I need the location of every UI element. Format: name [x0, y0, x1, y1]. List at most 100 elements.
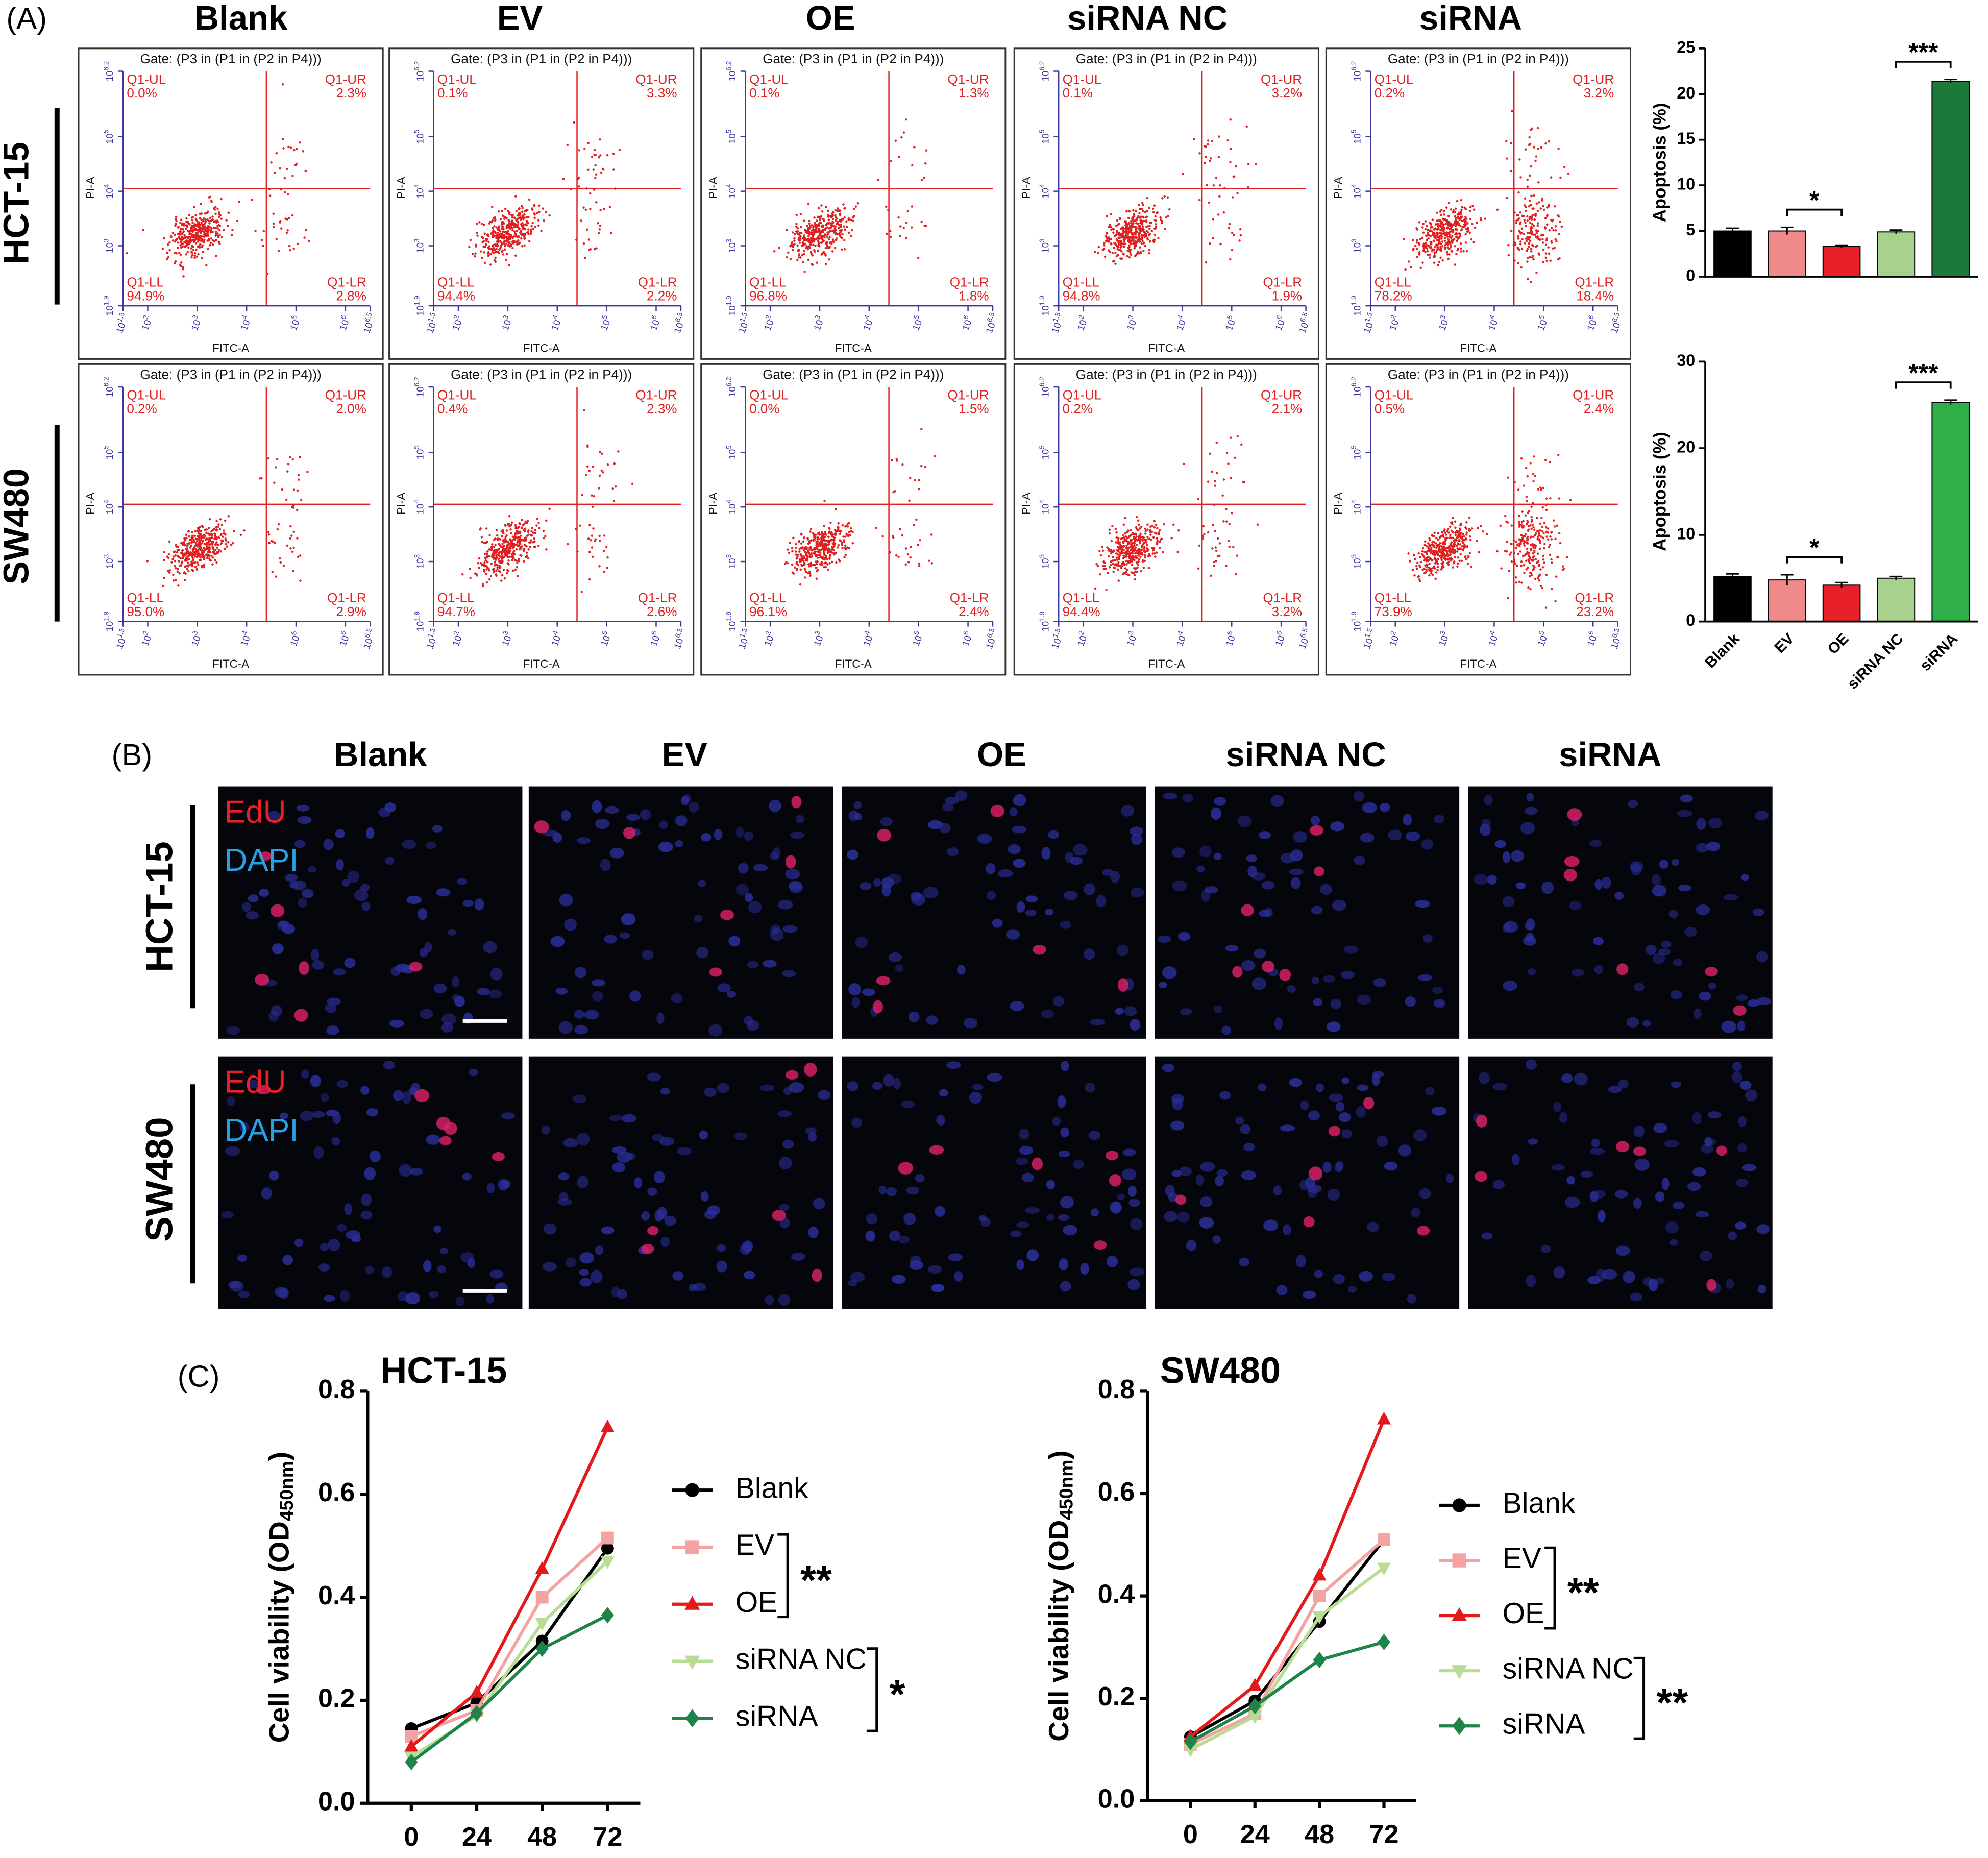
flow-dot	[216, 546, 218, 549]
flow-dot	[1105, 239, 1107, 242]
flow-dot	[585, 228, 588, 231]
flow-dot	[1464, 545, 1467, 548]
flow-tick-label: 101.9	[102, 296, 115, 316]
flow-dot	[1533, 224, 1535, 227]
flow-dot	[523, 216, 526, 219]
flow-dot	[217, 544, 219, 546]
flow-dot	[1448, 242, 1451, 245]
flow-dot	[905, 222, 908, 224]
flow-dot	[1419, 556, 1422, 558]
flow-dot	[496, 568, 499, 571]
flow-dot	[1417, 242, 1420, 245]
flow-dot	[1455, 253, 1458, 255]
tick-exponent: 1.9	[1038, 296, 1046, 305]
flow-dot	[212, 556, 214, 559]
flow-dot	[492, 249, 494, 252]
flow-dot	[1422, 223, 1425, 225]
flow-dot	[1446, 550, 1449, 553]
flow-dot	[1127, 209, 1130, 212]
flow-dot	[804, 571, 807, 573]
flow-dot	[1426, 553, 1428, 556]
flow-dot	[789, 258, 792, 260]
flow-dot	[591, 534, 594, 537]
flow-dot	[1438, 548, 1440, 550]
flow-dot	[809, 528, 813, 530]
flow-dot	[1446, 253, 1449, 256]
flow-dot	[1122, 227, 1125, 230]
flow-dot	[589, 208, 592, 210]
flow-dot	[819, 551, 822, 554]
quadrant-name: Q1-LL	[749, 274, 786, 289]
flow-dot	[788, 541, 791, 544]
flow-dot	[184, 554, 186, 556]
flow-dot	[601, 452, 603, 455]
flow-dot	[1449, 536, 1451, 539]
flow-dot	[831, 560, 833, 564]
flow-dot	[814, 533, 817, 536]
flow-dot	[292, 569, 295, 572]
flow-dot	[1542, 233, 1545, 236]
tick-exponent: 1.5	[738, 627, 749, 639]
flow-dot	[856, 202, 860, 205]
flow-dot	[1422, 248, 1425, 250]
flow-dot	[1441, 259, 1444, 262]
flow-dot	[528, 541, 531, 544]
flow-dot	[814, 550, 816, 553]
flow-dot	[296, 537, 299, 540]
tick-exponent: 6.2	[413, 61, 421, 71]
flow-dot	[786, 228, 788, 231]
flow-dot	[214, 553, 217, 555]
flow-dot	[187, 557, 190, 560]
flow-dot	[217, 548, 220, 551]
tick-base: 10	[727, 504, 738, 515]
flow-dot	[208, 222, 211, 225]
flow-dot	[233, 530, 235, 533]
quadrant-name: Q1-LR	[950, 274, 989, 289]
flow-dot	[836, 232, 839, 235]
flow-dot	[585, 473, 587, 476]
flow-dot	[1143, 539, 1146, 541]
flow-dot	[1112, 231, 1115, 234]
flow-dot	[194, 566, 197, 568]
flow-dot	[520, 218, 522, 221]
flow-dot	[1152, 548, 1155, 551]
flow-dot	[1457, 237, 1460, 239]
flow-dot	[514, 254, 517, 257]
flow-dot	[1115, 536, 1118, 539]
flow-dot	[1454, 222, 1457, 225]
flow-dot	[812, 243, 815, 246]
flow-dot	[500, 210, 503, 212]
flow-dot	[795, 553, 797, 556]
flow-dot	[193, 228, 195, 231]
flow-dot	[837, 222, 839, 225]
flow-dot	[194, 542, 198, 545]
flow-dot	[1533, 146, 1536, 149]
flow-dot	[505, 227, 508, 230]
flow-dot	[1155, 524, 1158, 526]
flow-dot	[525, 551, 528, 554]
flow-dot	[281, 488, 284, 491]
flow-dot	[909, 556, 912, 559]
flow-dot	[816, 560, 819, 563]
flow-dot	[259, 477, 261, 480]
flow-dot	[166, 252, 168, 254]
flow-dot	[501, 227, 503, 230]
tick-base: 10	[1040, 558, 1050, 569]
flow-dot	[215, 561, 218, 564]
flow-dot	[1463, 206, 1466, 209]
flow-dot	[200, 530, 202, 532]
flow-dot	[209, 241, 212, 245]
flow-dot	[587, 238, 591, 241]
flow-dot	[1510, 142, 1512, 144]
flow-dot	[487, 240, 490, 243]
flow-dot	[805, 245, 808, 248]
flow-dot	[1218, 195, 1221, 198]
flow-dot	[496, 231, 499, 234]
flow-dot	[1526, 215, 1529, 218]
flow-dot	[1116, 553, 1119, 556]
flow-dot	[813, 216, 816, 219]
flow-dot	[1214, 484, 1216, 487]
flow-dot	[1451, 551, 1454, 554]
quadrant-name: Q1-UR	[635, 387, 677, 402]
tick-exponent: 3	[725, 238, 732, 242]
